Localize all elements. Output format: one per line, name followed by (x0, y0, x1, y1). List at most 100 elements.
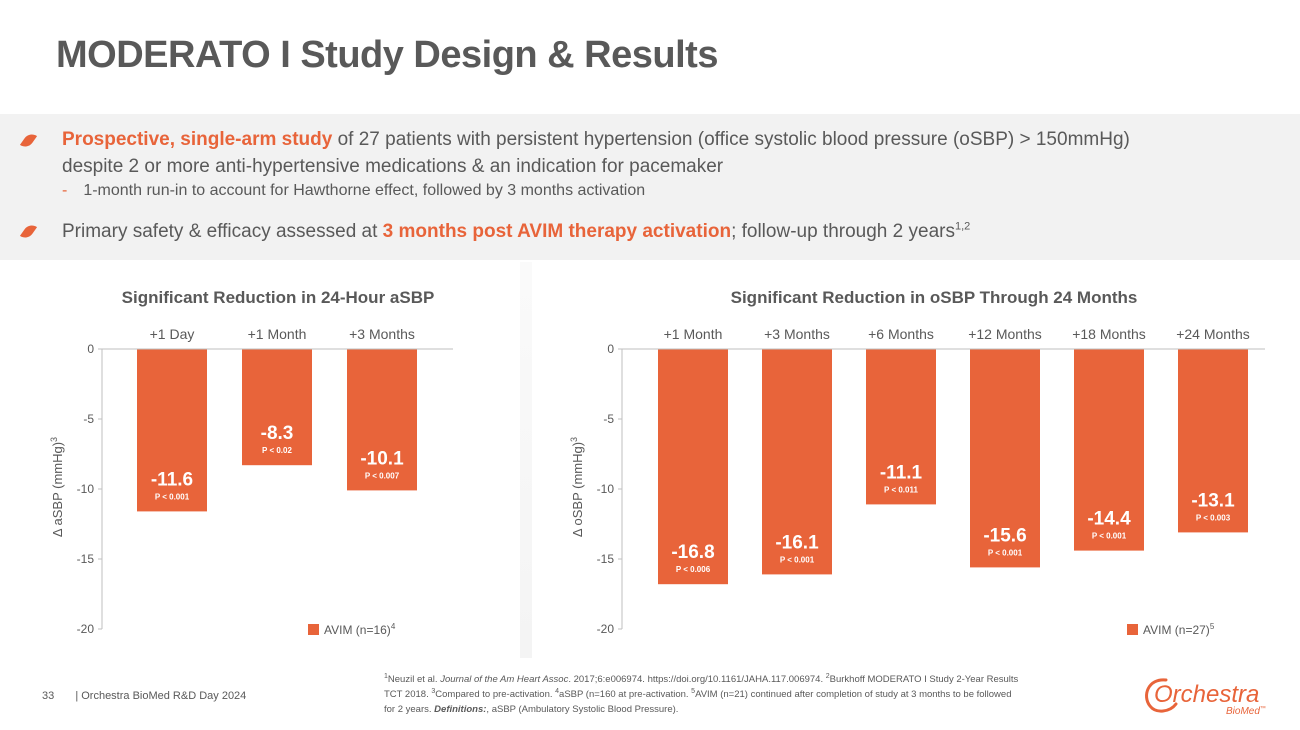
fn-text: , aSBP (Ambulatory Systolic Blood Pressu… (486, 704, 679, 715)
chart-asbp: Significant Reduction in 24-Hour aSBP Δ … (49, 288, 453, 637)
y-tick-label: -15 (77, 552, 95, 566)
p-value-label: P < 0.007 (365, 471, 400, 480)
category-label: +24 Months (1176, 326, 1250, 342)
endpoint-footnote-ref: 1,2 (954, 220, 971, 233)
fn-text: aSBP (n=160 at pre-activation. (559, 689, 692, 700)
category-label: +3 Months (349, 326, 415, 342)
fn-text: Burkhoff MODERATO I Study 2-Year Results… (384, 674, 1019, 700)
p-value-label: P < 0.003 (1196, 513, 1231, 522)
x-categories: +1 Day +1 Month +3 Months (150, 326, 415, 342)
footer-org: | Orchestra BioMed R&D Day 2024 (75, 690, 247, 702)
footer-page: 33 | Orchestra BioMed R&D Day 2024 (42, 690, 246, 702)
study-text: of 27 patients with persistent hypertens… (332, 129, 1130, 150)
y-tick-label: -5 (83, 412, 94, 426)
category-label: +3 Months (764, 326, 830, 342)
y-axis-ticks: 0 -5 -10 -15 -20 (597, 342, 622, 636)
orchestra-biomed-logo: Orchestra BioMed™ (1145, 678, 1266, 717)
bar (866, 349, 936, 505)
category-label: +1 Month (664, 326, 723, 342)
slide-title: MODERATO I Study Design & Results (56, 34, 718, 76)
y-axis-label: Δ aSBP (mmHg)3 (49, 437, 65, 537)
bar (762, 349, 832, 575)
y-tick-label: -15 (597, 552, 615, 566)
y-tick-label: 0 (87, 342, 94, 356)
y-tick-label: -10 (77, 482, 95, 496)
chart-title: Significant Reduction in oSBP Through 24… (731, 288, 1138, 307)
bullet-primary-endpoint: Primary safety & efficacy assessed at 3 … (62, 218, 1262, 245)
endpoint-text: Primary safety & efficacy assessed at (62, 221, 383, 242)
p-value-label: P < 0.02 (262, 446, 292, 455)
bullet-study-design: Prospective, single-arm study of 27 pati… (62, 126, 1262, 180)
fn-text: AVIM (n=21) continued after completion o… (384, 689, 1012, 715)
p-value-label: P < 0.006 (676, 565, 711, 574)
p-value-label: P < 0.011 (884, 485, 918, 494)
fn-num: 1 (384, 672, 388, 680)
bar (347, 349, 417, 491)
dash-bullet: - (62, 182, 68, 199)
footnotes: 1Neuzil et al. Journal of the Am Heart A… (384, 672, 1024, 717)
endpoint-highlight: 3 months post AVIM therapy activation (382, 221, 732, 242)
category-label: +1 Month (248, 326, 307, 342)
y-tick-label: 0 (607, 342, 614, 356)
p-value-label: P < 0.001 (155, 492, 190, 501)
bar (137, 349, 207, 512)
category-label: +1 Day (150, 326, 195, 342)
leaf-bullet-icon (19, 130, 38, 151)
bar (1178, 349, 1248, 533)
bar-value-label: -13.1 (1191, 490, 1235, 511)
study-text-line2: despite 2 or more anti-hypertensive medi… (62, 156, 724, 177)
bar-value-label: -8.3 (261, 423, 294, 444)
bar (242, 349, 312, 466)
bars: -11.6 P < 0.001 -8.3 P < 0.02 -10.1 P < 0.007 (137, 349, 417, 512)
category-label: +6 Months (868, 326, 934, 342)
p-value-label: P < 0.001 (1092, 532, 1127, 541)
fn-text: Neuzil et al. (387, 674, 441, 685)
y-tick-label: -10 (597, 482, 615, 496)
charts-area: Significant Reduction in 24-Hour aSBP Δ … (0, 262, 1300, 658)
y-tick-label: -20 (77, 622, 95, 636)
bar-value-label: -10.1 (360, 448, 404, 469)
y-tick-label: -20 (597, 622, 615, 636)
fn-num: 4 (555, 687, 560, 695)
bar-value-label: -11.6 (151, 469, 193, 490)
chart-osbp: Significant Reduction in oSBP Through 24… (569, 288, 1265, 637)
fn-num: 2 (825, 672, 830, 680)
bar-value-label: -16.1 (775, 532, 819, 553)
bar-value-label: -16.8 (671, 542, 714, 563)
bar (970, 349, 1040, 568)
x-categories: +1 Month +3 Months +6 Months +12 Months +18 … (664, 326, 1250, 342)
study-highlight: Prospective, single-arm study (62, 129, 333, 150)
sub-bullet-runin: -1-month run-in to account for Hawthorne… (62, 182, 645, 200)
fn-text: . 2017;6:e006974. https://doi.org/10.116… (568, 674, 826, 685)
logo-swoosh-icon (1145, 678, 1178, 713)
bars: -16.8 P < 0.006 -16.1 P < 0.001 -11.1 P < 0.0… (658, 349, 1248, 585)
bar-value-label: -14.4 (1087, 509, 1131, 530)
fn-num: 3 (431, 687, 436, 695)
p-value-label: P < 0.001 (988, 548, 1023, 557)
fn-journal: Journal of the Am Heart Assoc (440, 674, 569, 685)
bullet-panel: Prospective, single-arm study of 27 pati… (0, 114, 1300, 260)
legend-swatch (1127, 624, 1138, 635)
legend-label: AVIM (n=16)4 (324, 622, 396, 637)
logo-word: Orchestra (1154, 681, 1259, 708)
bar-value-label: -11.1 (880, 462, 923, 483)
fn-defs-label: Definitions: (434, 704, 487, 715)
y-axis-label: Δ oSBP (mmHg)3 (569, 437, 585, 537)
logo-sub: BioMed™ (1226, 705, 1266, 717)
legend-label: AVIM (n=27)5 (1143, 622, 1215, 637)
runin-text: 1-month run-in to account for Hawthorne … (83, 182, 646, 199)
fn-num: 5 (691, 687, 696, 695)
fn-text: Compared to pre-activation. (435, 689, 556, 700)
legend-swatch (308, 624, 319, 635)
leaf-bullet-icon (19, 221, 38, 242)
bar (658, 349, 728, 585)
p-value-label: P < 0.001 (780, 555, 815, 564)
category-label: +18 Months (1072, 326, 1146, 342)
page-number: 33 (42, 690, 55, 702)
bar-value-label: -15.6 (983, 525, 1026, 546)
y-tick-label: -5 (603, 412, 614, 426)
category-label: +12 Months (968, 326, 1042, 342)
bar (1074, 349, 1144, 551)
chart-title: Significant Reduction in 24-Hour aSBP (122, 288, 435, 307)
y-axis-ticks: 0 -5 -10 -15 -20 (77, 342, 102, 636)
